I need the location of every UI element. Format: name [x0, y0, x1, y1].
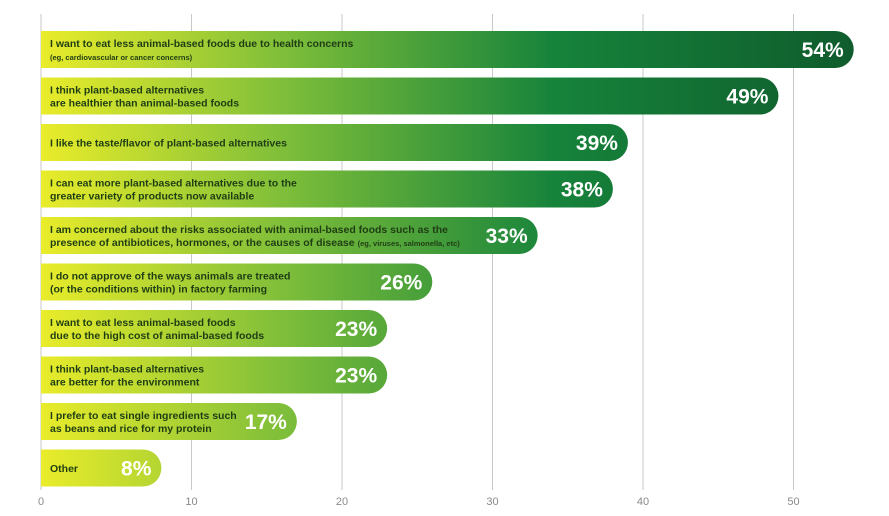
bar-group: I can eat more plant-based alternatives … [41, 170, 613, 208]
bar-category-line: I think plant-based alternatives [50, 85, 204, 97]
bar-value-label: 54% [802, 39, 844, 62]
bar-category-line: Other [50, 463, 78, 475]
bar [41, 124, 628, 161]
x-tick-label: 0 [38, 496, 44, 508]
bar [41, 356, 388, 394]
x-tick-label: 20 [336, 496, 348, 508]
bar-value-label: 8% [121, 458, 152, 481]
x-tick-label: 50 [787, 496, 799, 508]
bar [41, 263, 433, 301]
bar-group: I think plant-based alternatives are bett… [41, 356, 388, 394]
bar-value-label: 49% [726, 86, 768, 109]
bar-group: I think plant-based alternatives are heal… [41, 77, 779, 115]
bar-category-line: due to the high cost of animal-based foo… [50, 330, 264, 342]
bar-category-line: I do not approve of the ways animals are… [50, 271, 290, 283]
bar-category-line: are better for the environment [50, 377, 200, 389]
bar-value-label: 38% [561, 179, 603, 202]
bar-category-line: I want to eat less animal-based foods [50, 317, 236, 329]
bar-category-line: are healthier than animal-based foods [50, 98, 239, 110]
bar [41, 170, 613, 208]
bar-category-label: I think plant-based alternatives are bett… [50, 364, 204, 389]
bar-category-note: (eg, viruses, salmonella, etc) [358, 239, 461, 248]
bar-category-line: I like the taste/flavor of plant-based a… [50, 138, 287, 150]
bar-value-label: 23% [335, 318, 377, 341]
bar-category-label: I think plant-based alternatives are heal… [50, 85, 239, 110]
bar-category-label: I do not approve of the ways animals are… [50, 271, 290, 296]
bar-group: I do not approve of the ways animals are… [41, 263, 433, 301]
bar [41, 77, 779, 115]
bars-group: I want to eat less animal-based foods du… [41, 31, 854, 487]
bar-category-line: I think plant-based alternatives [50, 364, 204, 376]
x-tick-label: 30 [486, 496, 498, 508]
bar-value-label: 26% [380, 272, 422, 295]
bar-group: Other 8% [41, 449, 162, 487]
bar [41, 310, 388, 347]
x-tick-label: 10 [185, 496, 197, 508]
bar-category-label: Other [50, 463, 78, 475]
bar-category-line: I want to eat less animal-based foods du… [50, 38, 354, 50]
bar-category-line: I prefer to eat single ingredients such [50, 410, 237, 422]
bar-category-line: greater variety of products now availabl… [50, 191, 254, 203]
bar-value-label: 17% [245, 411, 287, 434]
bar-category-line: I can eat more plant-based alternatives … [50, 178, 297, 190]
bar-category-label: I want to eat less animal-based foods due… [50, 317, 264, 342]
bar-group: I like the taste/flavor of plant-based a… [41, 124, 628, 161]
bar-value-label: 23% [335, 365, 377, 388]
bar-category-label: I want to eat less animal-based foods du… [50, 38, 354, 62]
bar-group: I want to eat less animal-based foods due… [41, 310, 388, 347]
bar-category-line: (or the conditions within) in factory fa… [50, 284, 267, 296]
bar-category-line: presence of antibiotices, hormones, or t… [50, 237, 355, 249]
bar-category-label: I am concerned about the risks associate… [50, 224, 460, 249]
bar-category-line: I am concerned about the risks associate… [50, 224, 448, 236]
bar-category-label: I can eat more plant-based alternatives … [50, 178, 297, 203]
bar-group: I prefer to eat single ingredients such a… [41, 403, 297, 440]
bar [41, 449, 162, 487]
bar [41, 403, 297, 440]
bar-value-label: 33% [486, 225, 528, 248]
x-axis-ticks: 0 10 20 30 40 50 [38, 496, 800, 508]
x-tick-label: 40 [637, 496, 649, 508]
bar-group: I want to eat less animal-based foods du… [41, 31, 854, 68]
bar-value-label: 39% [576, 132, 618, 155]
bar-category-line: as beans and rice for my protein [50, 423, 212, 435]
bar-group: I am concerned about the risks associate… [41, 217, 538, 254]
bar [41, 31, 854, 68]
bar-category-line: (eg, cardiovascular or cancer concerns) [50, 53, 193, 62]
bar [41, 217, 538, 254]
bar-category-label: I prefer to eat single ingredients such a… [50, 410, 237, 435]
bar-category-label: I like the taste/flavor of plant-based a… [50, 138, 287, 150]
